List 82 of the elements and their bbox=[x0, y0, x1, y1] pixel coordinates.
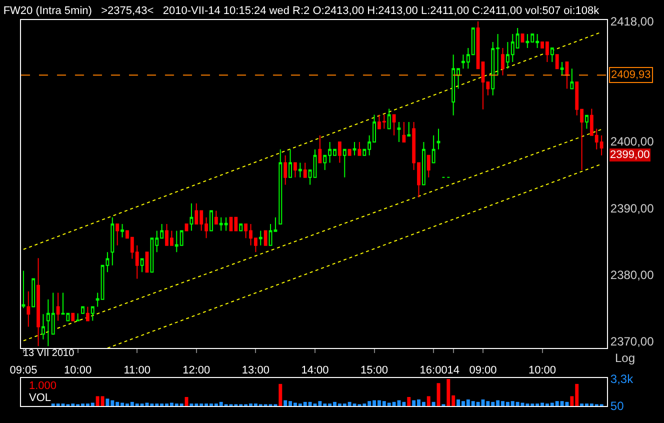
candlestick bbox=[436, 128, 440, 150]
chart-title: FW20 (Intra 5min) >2375,43< 2010-VII-14 10:15:24 wed R:2 O:2413,00 H:2413,00 L:2411,00 C:2411,00 vol:507 oi:108k bbox=[3, 4, 600, 17]
candlestick bbox=[352, 142, 356, 156]
candlestick bbox=[288, 148, 292, 178]
candlestick bbox=[550, 48, 554, 63]
candlestick bbox=[42, 314, 45, 340]
bar bbox=[278, 384, 282, 406]
candlestick bbox=[432, 134, 436, 164]
candlestick bbox=[560, 62, 564, 76]
x-tick-label: 13:00 bbox=[242, 364, 270, 376]
candlestick bbox=[116, 224, 120, 246]
candlestick bbox=[86, 306, 90, 322]
candlestick bbox=[294, 162, 297, 178]
bar bbox=[407, 397, 411, 406]
y-tick-label: 2418,00 bbox=[610, 14, 654, 29]
x-tick-label: 16:00 bbox=[420, 364, 448, 376]
candlestick bbox=[36, 258, 40, 347]
candlestick bbox=[426, 154, 430, 178]
x-tick-label: 11:00 bbox=[124, 364, 150, 376]
candlestick bbox=[565, 62, 569, 90]
candlestick bbox=[303, 162, 307, 178]
candlestick bbox=[501, 48, 504, 76]
candlestick bbox=[32, 278, 36, 308]
candlestick bbox=[264, 230, 268, 246]
bar bbox=[184, 397, 188, 406]
candlestick bbox=[214, 210, 218, 225]
annotation: VOL bbox=[29, 392, 52, 404]
y-tick-label: 2370,00 bbox=[610, 334, 654, 349]
candlestick bbox=[422, 142, 426, 186]
annotation: 1.000 bbox=[29, 380, 57, 392]
ref-line-label: 2409,93 bbox=[611, 69, 651, 81]
candlestick bbox=[342, 148, 346, 178]
candlestick bbox=[239, 224, 243, 232]
bar bbox=[426, 396, 430, 406]
y-tick-label: 50 bbox=[610, 398, 624, 413]
y-tick-label: 2390,00 bbox=[610, 201, 654, 216]
candlestick bbox=[555, 54, 559, 70]
candlestick bbox=[90, 306, 94, 322]
candlestick bbox=[358, 142, 362, 156]
candlestick bbox=[387, 108, 391, 130]
candlestick bbox=[392, 114, 396, 136]
y-tick-label: 2400,00 bbox=[610, 134, 654, 149]
x-tick-label: 12:00 bbox=[182, 364, 210, 376]
text: Log bbox=[615, 351, 636, 365]
candlestick bbox=[298, 162, 302, 178]
x-tick-label: 10:00 bbox=[528, 364, 556, 376]
candlestick bbox=[26, 290, 30, 328]
candlestick bbox=[407, 122, 411, 137]
candlestick bbox=[278, 148, 282, 225]
candlestick bbox=[210, 210, 213, 232]
candlestick bbox=[110, 216, 114, 266]
candlestick bbox=[348, 148, 352, 156]
candlestick bbox=[570, 68, 574, 90]
candlestick bbox=[56, 292, 60, 322]
text: 2399,00 bbox=[610, 149, 650, 161]
candlestick bbox=[22, 270, 26, 309]
annotation: 13 VII 2010 bbox=[23, 348, 75, 359]
x-tick-label: 10:00 bbox=[64, 364, 92, 376]
x-tick-label: 14 bbox=[447, 364, 460, 376]
candlestick bbox=[585, 114, 588, 130]
candlestick bbox=[268, 224, 272, 246]
candlestick bbox=[284, 154, 288, 186]
candlestick bbox=[106, 252, 110, 273]
candlestick bbox=[71, 312, 75, 322]
candlestick bbox=[258, 230, 262, 246]
y-tick-label: 2380,00 bbox=[610, 268, 654, 282]
x-tick-label: 15:00 bbox=[360, 364, 388, 376]
bar bbox=[432, 402, 436, 406]
x-tick-label: 09:00 bbox=[469, 364, 497, 376]
candlestick bbox=[338, 142, 342, 164]
candlestick bbox=[76, 312, 80, 322]
candlestick bbox=[274, 216, 278, 232]
candlestick bbox=[402, 122, 406, 143]
candlestick bbox=[81, 306, 84, 314]
candlestick bbox=[120, 224, 124, 238]
candlestick bbox=[397, 122, 401, 143]
y-tick-label: 3,3k bbox=[610, 372, 634, 386]
x-tick-label: 09:05 bbox=[10, 364, 38, 376]
candlestick bbox=[140, 258, 144, 273]
candlestick bbox=[318, 134, 322, 164]
x-tick-label: 14:00 bbox=[301, 364, 329, 376]
candlestick bbox=[190, 202, 194, 232]
